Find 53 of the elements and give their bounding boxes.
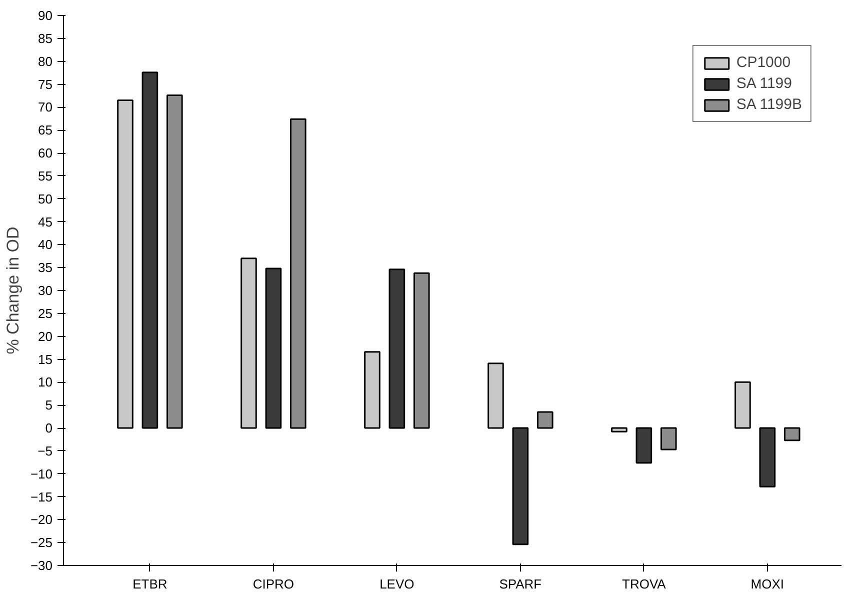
y-tick-label: −30: [30, 558, 53, 573]
bar: [364, 351, 380, 429]
legend-label: SA 1199: [736, 75, 792, 92]
legend-label: CP1000: [736, 54, 791, 71]
y-tick-label: 65: [38, 122, 53, 138]
legend-label: SA 1199B: [736, 96, 802, 113]
bar: [660, 427, 677, 450]
bar: [784, 427, 800, 442]
y-tick-label: 80: [38, 54, 53, 69]
y-tick-label: 45: [38, 214, 53, 230]
y-tick-label: 55: [38, 168, 53, 184]
bar: [734, 381, 751, 429]
y-tick-label: 0: [45, 420, 53, 436]
y-tick-label: 15: [38, 352, 53, 367]
y-tick-label: 85: [38, 30, 53, 46]
y-tick-label: 20: [38, 328, 53, 344]
bar: [611, 427, 628, 432]
bar: [265, 268, 282, 429]
bar: [413, 272, 430, 429]
y-tick-label: −15: [30, 489, 53, 504]
x-tick-label: SPARF: [499, 576, 542, 592]
x-tick-label: TROVA: [622, 576, 666, 592]
x-tick-label: CIPRO: [252, 576, 294, 592]
bar: [166, 94, 183, 429]
y-tick-label: 35: [38, 260, 53, 276]
bar: [512, 427, 529, 546]
y-tick-label: −25: [30, 535, 53, 550]
y-tick-label: −5: [38, 443, 53, 458]
bar: [240, 258, 257, 429]
x-tick-label: ETBR: [132, 576, 168, 592]
y-tick-label: 90: [38, 8, 53, 23]
bar: [117, 100, 134, 429]
y-tick-label: 25: [38, 306, 53, 321]
y-tick-label: 10: [38, 374, 53, 390]
y-tick-label: 5: [45, 398, 53, 413]
y-tick-label: 50: [38, 191, 53, 206]
y-tick-label: 30: [38, 283, 53, 298]
y-tick-label: −20: [30, 512, 53, 528]
y-tick-label: 75: [38, 76, 53, 92]
x-tick-label: MOXI: [750, 576, 784, 592]
x-tick-label: LEVO: [380, 576, 414, 592]
bar: [488, 362, 504, 429]
y-tick-label: 70: [38, 100, 53, 115]
y-tick-label: 40: [38, 237, 53, 252]
bar: [142, 72, 158, 429]
bar: [290, 118, 306, 429]
bar: [636, 427, 652, 464]
bar: [388, 268, 406, 429]
bar: [536, 411, 554, 429]
y-axis-title: % Change in OD: [3, 226, 22, 354]
y-tick-label: −10: [30, 466, 53, 482]
y-tick-label: 60: [38, 146, 53, 160]
bar: [759, 427, 776, 488]
